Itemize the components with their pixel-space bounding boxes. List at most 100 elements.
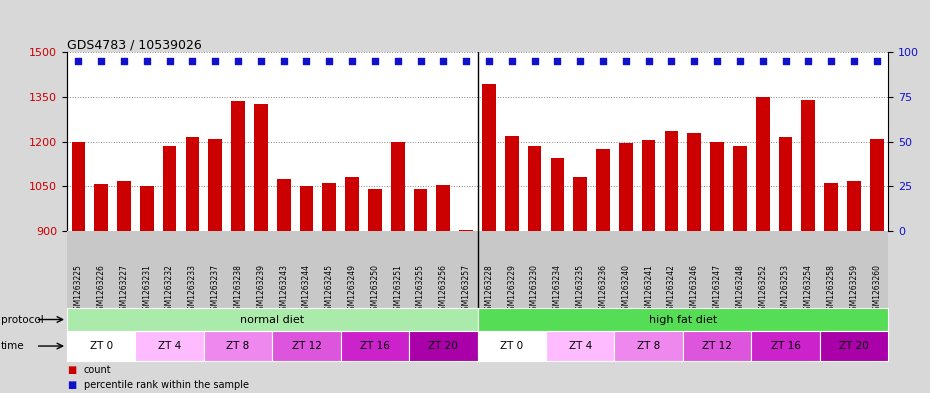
Bar [368, 189, 381, 231]
Point [573, 58, 588, 64]
Text: normal diet: normal diet [240, 314, 304, 325]
Point [641, 58, 656, 64]
Bar [711, 141, 724, 231]
Bar [778, 137, 792, 231]
Bar [546, 331, 615, 361]
Bar [272, 331, 340, 361]
Bar [619, 143, 632, 231]
Bar [136, 331, 204, 361]
Bar [551, 158, 565, 231]
Bar [140, 186, 153, 231]
Bar [409, 331, 477, 361]
Text: ZT 8: ZT 8 [637, 341, 660, 351]
Text: percentile rank within the sample: percentile rank within the sample [84, 380, 248, 390]
Bar [642, 140, 656, 231]
Bar [615, 331, 683, 361]
Bar [436, 185, 450, 231]
Point [527, 58, 542, 64]
Bar [683, 331, 751, 361]
Text: ZT 20: ZT 20 [429, 341, 458, 351]
Text: ■: ■ [67, 380, 76, 390]
Point [71, 58, 86, 64]
Bar [751, 331, 819, 361]
Bar [665, 131, 678, 231]
Text: protocol: protocol [1, 314, 44, 325]
Point [595, 58, 610, 64]
Text: ZT 8: ZT 8 [226, 341, 249, 351]
Point [664, 58, 679, 64]
Point [870, 58, 884, 64]
Bar [391, 141, 405, 231]
Bar [94, 184, 108, 231]
Bar [208, 139, 222, 231]
Bar [345, 177, 359, 231]
Bar [482, 84, 496, 231]
Bar [756, 97, 769, 231]
Bar [596, 149, 610, 231]
Bar [323, 184, 336, 231]
Text: ZT 0: ZT 0 [500, 341, 524, 351]
Point [140, 58, 154, 64]
Point [687, 58, 702, 64]
Bar [204, 331, 272, 361]
Point [550, 58, 565, 64]
Point [413, 58, 428, 64]
Point [322, 58, 337, 64]
Bar [117, 181, 131, 231]
Bar [687, 133, 701, 231]
Text: ZT 20: ZT 20 [839, 341, 869, 351]
Point [116, 58, 131, 64]
Text: ZT 16: ZT 16 [771, 341, 801, 351]
Bar [459, 230, 473, 231]
Text: ZT 4: ZT 4 [158, 341, 181, 351]
Point [276, 58, 291, 64]
Bar [414, 189, 428, 231]
Point [391, 58, 405, 64]
Point [299, 58, 314, 64]
Point [778, 58, 793, 64]
Text: time: time [1, 341, 24, 351]
Bar [527, 146, 541, 231]
Point [846, 58, 861, 64]
Point [504, 58, 519, 64]
Bar [733, 146, 747, 231]
Bar [72, 141, 86, 231]
Bar [340, 331, 409, 361]
Bar [802, 100, 816, 231]
Bar [277, 179, 290, 231]
Bar [67, 331, 136, 361]
Text: ZT 4: ZT 4 [568, 341, 591, 351]
Point [755, 58, 770, 64]
Bar [163, 146, 177, 231]
Point [253, 58, 268, 64]
Text: GDS4783 / 10539026: GDS4783 / 10539026 [67, 38, 202, 51]
Bar [254, 105, 268, 231]
Point [185, 58, 200, 64]
Point [367, 58, 382, 64]
Point [458, 58, 473, 64]
Point [710, 58, 724, 64]
Bar [819, 331, 888, 361]
Bar [870, 139, 884, 231]
Point [162, 58, 177, 64]
Point [733, 58, 748, 64]
Point [801, 58, 816, 64]
Text: high fat diet: high fat diet [649, 314, 717, 325]
Bar [847, 181, 861, 231]
Point [618, 58, 633, 64]
Text: ZT 12: ZT 12 [702, 341, 732, 351]
Text: count: count [84, 365, 112, 375]
Bar [299, 186, 313, 231]
Bar [232, 101, 245, 231]
Point [94, 58, 109, 64]
Bar [186, 137, 199, 231]
Bar [574, 177, 587, 231]
Text: ZT 16: ZT 16 [360, 341, 390, 351]
Point [345, 58, 360, 64]
Point [207, 58, 222, 64]
Bar [505, 136, 519, 231]
Text: ZT 12: ZT 12 [291, 341, 322, 351]
Point [482, 58, 497, 64]
Point [824, 58, 839, 64]
Bar [478, 331, 546, 361]
